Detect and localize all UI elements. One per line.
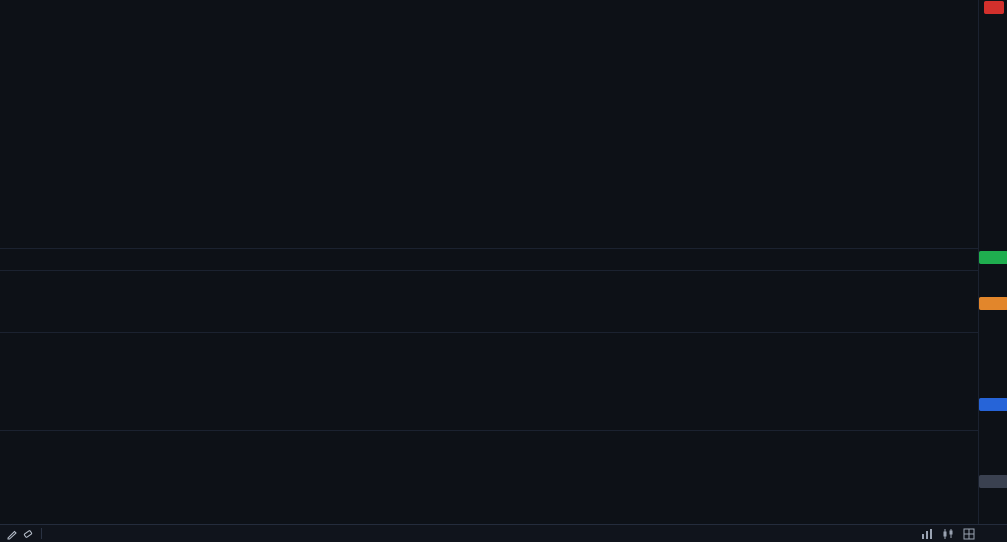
macd-panel[interactable] — [0, 430, 978, 524]
price-chart-panel[interactable] — [0, 0, 978, 232]
close-rsi-panel-button[interactable] — [994, 271, 1004, 281]
rsi-panel[interactable] — [0, 270, 978, 332]
close-macd-panel-button[interactable] — [994, 431, 1004, 441]
grid-layout-icon[interactable] — [963, 528, 975, 540]
volume-panel[interactable] — [0, 248, 978, 270]
bar-chart-icon[interactable] — [921, 528, 933, 540]
time-axis[interactable] — [0, 232, 1007, 248]
adx-plot — [0, 333, 300, 430]
close-adx-panel-button[interactable] — [994, 333, 1004, 343]
rsi-plot — [0, 271, 300, 332]
draw-tool-icon[interactable] — [6, 528, 18, 540]
volume-value-badge — [979, 251, 1007, 264]
ticker-readout — [7, 52, 27, 63]
candlestick-chart-icon[interactable] — [942, 528, 954, 540]
adx-value-badge — [979, 398, 1007, 411]
bottom-toolbar — [0, 524, 1007, 542]
candlestick-chart — [0, 0, 300, 150]
rsi-value-badge — [979, 297, 1007, 310]
macd-histogram-plot — [0, 431, 300, 524]
macd-value-badge — [979, 475, 1007, 488]
volume-bars — [0, 249, 300, 270]
chart-type-switcher — [921, 528, 1001, 540]
top-right-red-badge[interactable] — [984, 1, 1004, 14]
price-axis-column[interactable] — [978, 0, 1007, 524]
eraser-tool-icon[interactable] — [22, 528, 34, 540]
adx-panel[interactable] — [0, 332, 978, 430]
toolbar-separator — [41, 528, 42, 539]
